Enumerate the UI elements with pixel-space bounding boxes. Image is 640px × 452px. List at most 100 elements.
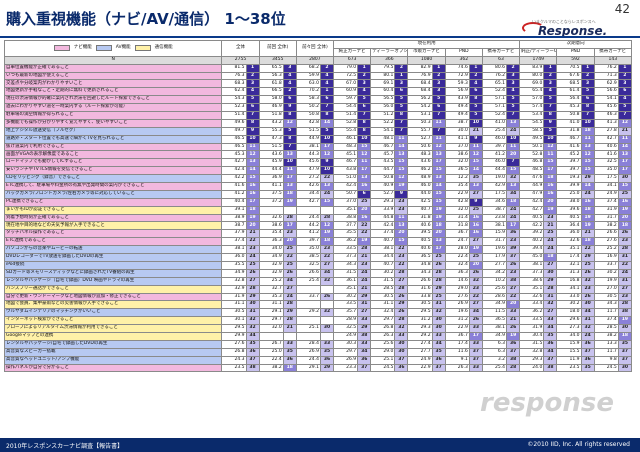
rank-cell: 37 xyxy=(617,355,633,365)
rank-cell: 6 xyxy=(282,95,297,105)
percent-cell: 24.9 xyxy=(407,355,433,365)
rank-cell xyxy=(319,300,335,310)
rank-cell: 13 xyxy=(394,150,409,160)
percent-cell: 31.1 xyxy=(221,300,247,310)
percent-cell: 27.6 xyxy=(444,292,470,302)
row-label: iPod接続 xyxy=(3,260,223,270)
rank-cell: 3 xyxy=(580,79,595,89)
percent-cell: 50.7 xyxy=(333,189,359,199)
rank-cell: 8 xyxy=(543,111,558,120)
rank-cell: 22 xyxy=(580,245,595,255)
percent-cell: 19.3 xyxy=(556,174,582,184)
percent-cell: 36.2 xyxy=(519,308,545,318)
rank-cell: 15 xyxy=(431,166,446,176)
rank-cell: 11 xyxy=(282,166,297,176)
rank-cell: 33 xyxy=(357,316,372,326)
table-row: まいかもIDが認証できること 39.1 18 35.1 20 33.9 23 40.7 19 32… xyxy=(3,205,633,215)
col-header-pnd: PND xyxy=(444,47,483,57)
percent-cell: 44.2 xyxy=(295,221,321,231)
percent-cell: 76.2 xyxy=(593,63,619,73)
rank-cell: 19 xyxy=(282,197,297,207)
rank-cell: 30 xyxy=(394,339,409,349)
rank-cell: 30 xyxy=(617,174,633,184)
row-label: 過去にわかりやすい道を一時案内する（ルート探索が可能） xyxy=(3,103,223,113)
rank-cell: 23 xyxy=(394,253,409,262)
percent-cell: 36.9 xyxy=(258,174,284,184)
rank-cell: 33 xyxy=(468,339,483,349)
rank-cell: 39 xyxy=(506,245,521,255)
rank-cell: 34 xyxy=(468,308,483,318)
percent-cell: 24.7 xyxy=(444,237,470,247)
row-label: ETC連携であること xyxy=(3,237,223,247)
percent-cell: 34.3 xyxy=(593,300,619,310)
percent-cell: 33.5 xyxy=(519,316,545,326)
percent-cell: 41.6 xyxy=(556,142,582,152)
percent-cell: 17.5 xyxy=(593,174,619,184)
percent-cell: 30.3 xyxy=(333,339,359,349)
rank-cell: 16 xyxy=(580,197,595,207)
rank-cell: 4 xyxy=(543,87,558,97)
rank-cell: 27 xyxy=(394,276,409,286)
rank-cell: 30 xyxy=(543,268,558,278)
percent-cell: 29.3 xyxy=(407,324,433,333)
rank-cell: 7 xyxy=(506,158,521,168)
rank-cell: 23 xyxy=(617,292,633,302)
rank-cell: 2 xyxy=(357,71,372,81)
row-label: 地図で会員、集中豪雨などの災害情報が入手できること xyxy=(3,300,223,310)
row-label: 到着予想時刻が正確であること xyxy=(3,213,223,223)
rank-cell: 22 xyxy=(394,245,409,255)
rank-cell: 18 xyxy=(506,197,521,207)
rank-cell: 19 xyxy=(319,229,335,239)
rank-cell: 33 xyxy=(431,331,446,341)
percent-cell: 34.0 xyxy=(556,331,582,341)
percent-cell: 36.5 xyxy=(407,253,433,262)
percent-cell: 76.3 xyxy=(221,71,247,81)
percent-cell: 70.2 xyxy=(295,87,321,97)
col-header-oem-navi: 純正カーナビ xyxy=(333,47,372,57)
percent-cell: 19.6 xyxy=(444,308,470,318)
rank-cell: 25 xyxy=(580,260,595,270)
col-header-two-prior: 前々回 全体) xyxy=(295,40,335,57)
row-label: レンタルやパッケージ/自宅で録画したDVDの再生 xyxy=(3,339,223,349)
rank-cell: 11 xyxy=(506,142,521,152)
percent-cell: 42.8 xyxy=(295,118,321,128)
percent-cell: 33.8 xyxy=(407,292,433,302)
rank-cell: 18 xyxy=(580,126,595,136)
rank-cell: 11 xyxy=(357,158,372,168)
percent-cell: 42.9 xyxy=(481,182,508,191)
percent-cell: 3.2 xyxy=(481,355,508,365)
percent-cell: 32.5 xyxy=(593,158,619,168)
percent-cell: 19.6 xyxy=(481,245,508,255)
percent-cell: 13.3 xyxy=(593,339,619,349)
percent-cell: 31.1 xyxy=(258,300,284,310)
rank-cell: 13 xyxy=(357,174,372,184)
rank-cell: 37 xyxy=(245,355,260,365)
percent-cell: 32.0 xyxy=(444,205,470,215)
rank-cell: 12 xyxy=(282,118,297,128)
table-row: 安いランチやTV ICS情報を受信できること 42.4 14 44.4 11 47.9 10… xyxy=(3,166,633,176)
rank-cell: 28 xyxy=(282,213,297,223)
col-header-mobile-navi: 携帯カーナビ xyxy=(481,47,521,57)
percent-cell: 56.9 xyxy=(444,87,470,97)
percent-cell: 35.0 xyxy=(295,245,321,255)
rank-cell: 2 xyxy=(282,87,297,97)
rank-cell: 32 xyxy=(580,324,595,333)
percent-cell: 74.6 xyxy=(444,63,470,73)
rank-cell: 36 xyxy=(319,355,335,365)
percent-cell: 25.1 xyxy=(295,324,321,333)
percent-cell: 30.2 xyxy=(370,268,396,278)
percent-cell: 30.4 xyxy=(519,331,545,341)
percent-cell: 41.2 xyxy=(295,229,321,239)
rank-cell: 30 xyxy=(580,300,595,310)
rank-cell: 24 xyxy=(245,253,260,262)
percent-cell: 36.7 xyxy=(444,229,470,239)
row-label: プローブによるリアルタイム渋滞情報が利用できること xyxy=(3,324,223,333)
percent-cell: 44.8 xyxy=(370,213,396,223)
rank-cell: 32 xyxy=(468,276,483,286)
percent-cell: 32.8 xyxy=(519,347,545,357)
percent-cell: 14.6 xyxy=(444,276,470,286)
rank-cell: 31 xyxy=(245,308,260,318)
percent-cell: 31.2 xyxy=(407,316,433,326)
rank-cell: 37 xyxy=(543,355,558,365)
